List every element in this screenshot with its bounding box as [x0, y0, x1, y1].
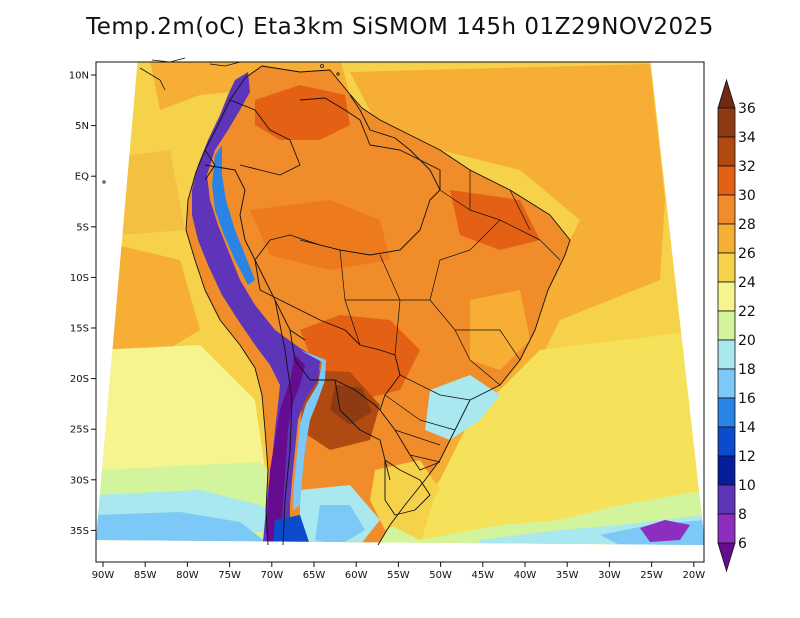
country-borders	[185, 65, 571, 546]
paraguay-border	[334, 379, 391, 481]
longitude-axis: 90W 85W 80W 75W 70W 65W 60W 55W 50W 45W 40W 35W 30W 2…	[92, 562, 705, 581]
y-tick-label: 35S	[70, 526, 89, 537]
andes-deep-cold	[240, 300, 305, 545]
x-tick-label: 50W	[429, 570, 452, 581]
map-title: Temp.2m(oC) Eta3km SiSMOM 145h 01Z29NOV2…	[86, 14, 714, 40]
x-tick-label: 65W	[303, 570, 326, 581]
pacific-warm-patch	[96, 240, 200, 360]
colorbar-swatch	[717, 223, 736, 254]
south-cold-band-3	[96, 512, 270, 545]
y-tick-label: 5S	[76, 222, 89, 233]
colorbar-label: 34	[738, 130, 756, 146]
colorbar-swatch	[717, 397, 736, 428]
coastline	[185, 65, 571, 546]
colorbar-swatch	[717, 484, 736, 515]
y-tick-label: 10N	[69, 71, 89, 82]
colorbar-label: 8	[738, 507, 747, 523]
colorbar-swatch	[717, 455, 736, 486]
y-tick-label: 30S	[70, 475, 89, 486]
colorbar-label: 22	[738, 304, 756, 320]
island	[139, 67, 166, 91]
y-tick-label: 15S	[70, 324, 89, 335]
colorbar-label: 30	[738, 188, 756, 204]
x-tick-label: 25W	[640, 570, 663, 581]
x-tick-label: 60W	[345, 570, 368, 581]
colorbar-swatch	[717, 165, 736, 196]
brazil-state-lines	[299, 170, 561, 463]
island	[102, 180, 106, 184]
andes-edge-cyan	[293, 350, 326, 510]
plot-frame	[95, 61, 705, 563]
island	[320, 64, 324, 68]
colorbar-swatch	[717, 281, 736, 312]
colorbar-swatch	[717, 513, 736, 544]
y-tick-label: 20S	[70, 374, 89, 385]
colorbar: 36 34 32 30 28 26 24 22 20 18 16 14 12 10 8 6	[717, 78, 756, 573]
colorbar-top-arrow	[717, 78, 736, 109]
colorbar-label: 14	[738, 420, 756, 436]
peru-bolivia-border	[204, 164, 306, 341]
y-tick-label: 10S	[70, 273, 89, 284]
x-tick-label: 80W	[176, 570, 199, 581]
guianas-border	[299, 97, 441, 190]
andes-cold-strip	[192, 72, 320, 545]
cool-zone-south	[370, 460, 440, 530]
colorbar-label: 36	[738, 101, 756, 117]
colorbar-label: 18	[738, 362, 756, 378]
colorbar-label: 26	[738, 246, 756, 262]
colorbar-swatch	[717, 252, 736, 283]
colorbar-bottom-arrow	[717, 542, 736, 573]
cool-zone-southeast	[425, 375, 500, 440]
colorbar-label: 20	[738, 333, 756, 349]
andes-mid-cold	[212, 145, 255, 285]
uruguay-border	[384, 459, 431, 516]
argentina-chile-border	[274, 299, 293, 546]
x-tick-label: 30W	[598, 570, 621, 581]
colorbar-label: 16	[738, 391, 756, 407]
colorbar-label: 6	[738, 536, 747, 552]
brazil-border	[254, 94, 441, 471]
south-cold-band-6	[640, 520, 690, 542]
x-tick-label: 70W	[260, 570, 283, 581]
cool-zone-pampas-2	[315, 505, 365, 545]
model-domain	[96, 62, 704, 545]
x-tick-label: 90W	[92, 570, 115, 581]
colorbar-swatch	[717, 194, 736, 225]
pacific-light-yellow	[96, 345, 265, 475]
y-tick-label: 25S	[70, 425, 89, 436]
colorbar-label: 12	[738, 449, 756, 465]
colorbar-swatch	[717, 368, 736, 399]
island	[151, 57, 186, 63]
x-tick-label: 45W	[471, 570, 494, 581]
latitude-axis: 10N 5N EQ 5S 10S 15S 20S 25S 30S 35S	[69, 71, 96, 537]
island	[209, 61, 241, 67]
colorbar-swatch	[717, 136, 736, 167]
colorbar-label: 28	[738, 217, 756, 233]
x-tick-label: 85W	[134, 570, 157, 581]
south-atlantic-yellow	[420, 330, 704, 545]
x-tick-label: 20W	[682, 570, 705, 581]
x-tick-label: 75W	[218, 570, 241, 581]
x-tick-label: 40W	[514, 570, 537, 581]
y-tick-label: EQ	[75, 172, 89, 183]
colorbar-label: 10	[738, 478, 756, 494]
colorbar-swatch	[717, 426, 736, 457]
y-tick-label: 5N	[75, 121, 89, 132]
colorbar-label: 32	[738, 159, 756, 175]
island	[336, 72, 340, 76]
ecuador-border	[204, 149, 216, 181]
colorbar-label: 24	[738, 275, 756, 291]
x-tick-label: 35W	[556, 570, 579, 581]
x-tick-label: 55W	[387, 570, 410, 581]
colorbar-swatch	[717, 107, 736, 138]
colorbar-swatch	[717, 339, 736, 370]
colorbar-swatch	[717, 310, 736, 341]
colombia-border	[229, 99, 301, 176]
